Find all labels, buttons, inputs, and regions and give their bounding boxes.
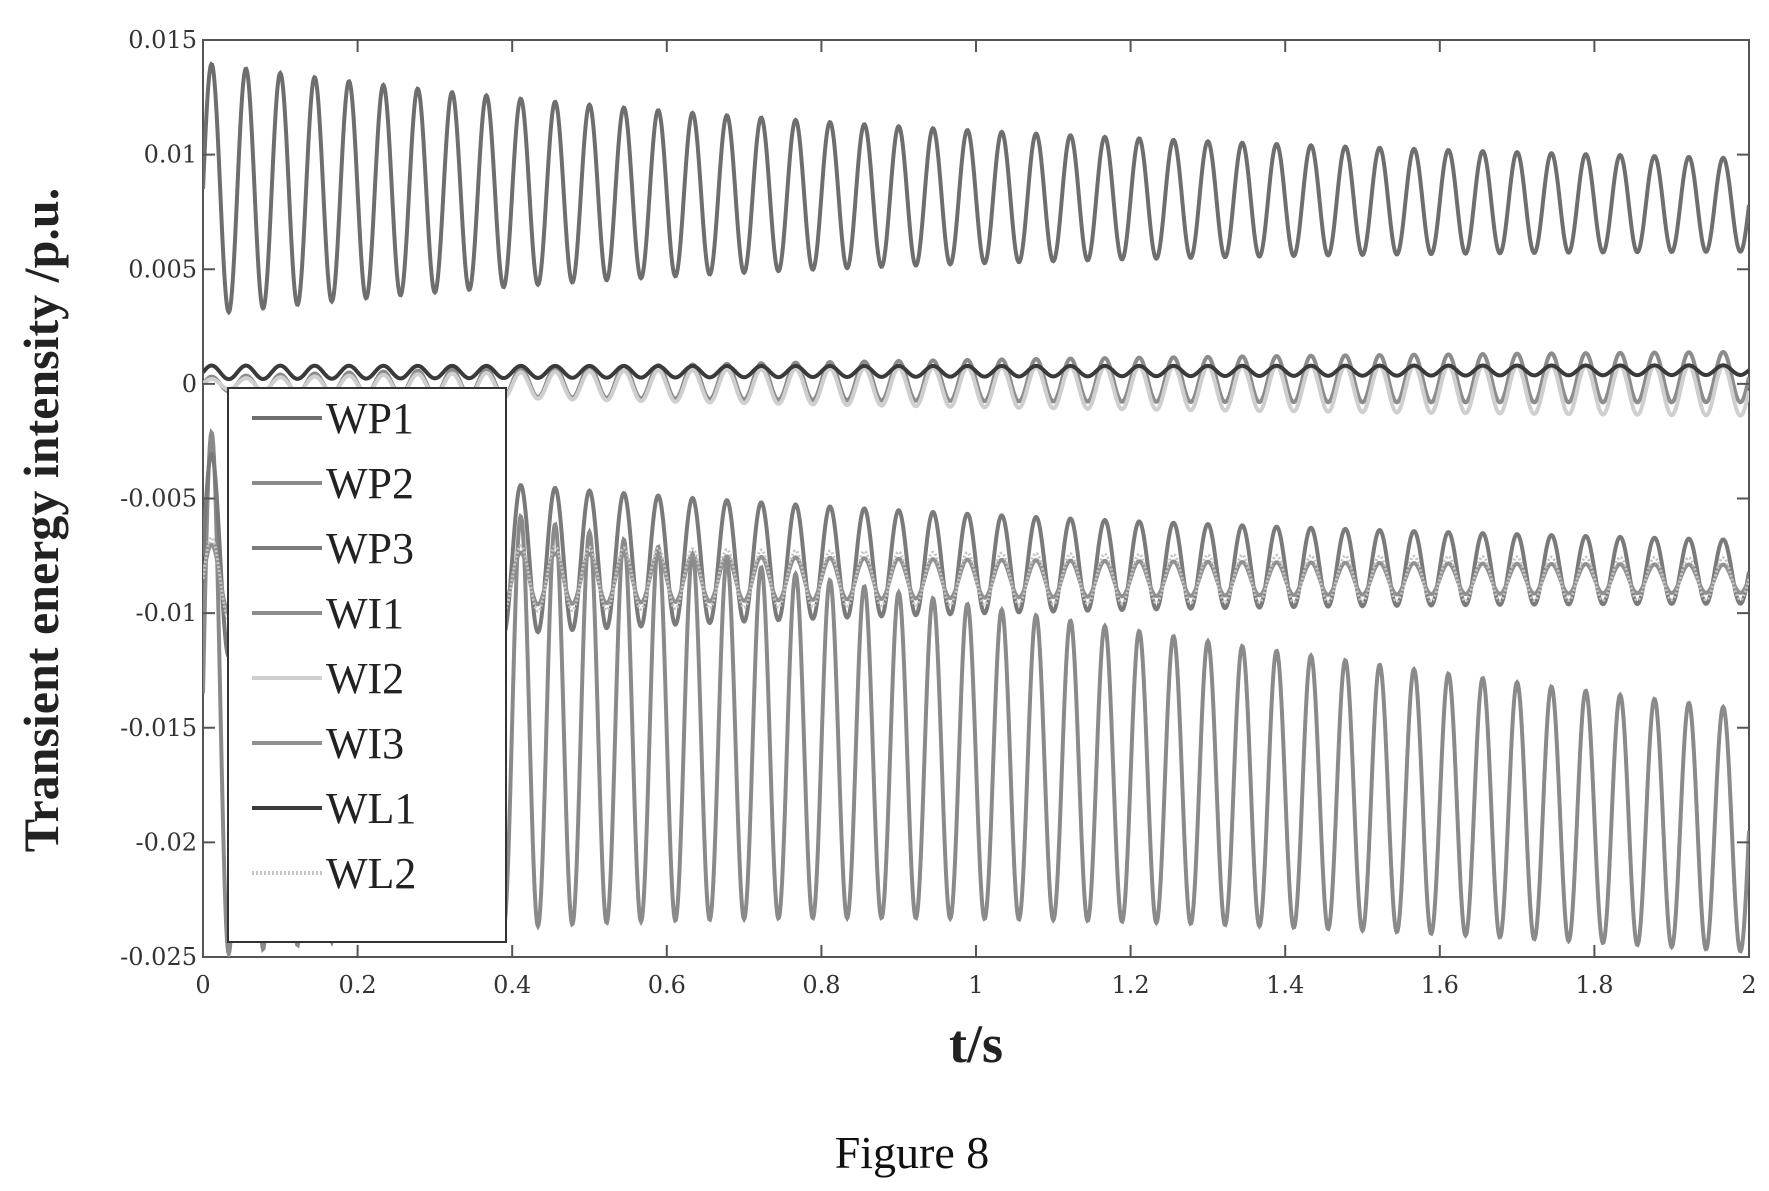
- legend-label: WP1: [326, 394, 414, 443]
- y-tick-label: -0.02: [135, 828, 197, 856]
- legend-label: WP2: [326, 459, 414, 508]
- legend-label: WL2: [326, 849, 416, 898]
- legend-label: WL1: [326, 784, 416, 833]
- y-tick-label: -0.005: [120, 485, 197, 513]
- y-tick-label: 0.015: [128, 26, 197, 54]
- x-tick-label: 1.8: [1575, 971, 1613, 999]
- x-axis: 0 0.2 0.4 0.6 0.8 1 1.2 1.4 1.6 1.8 2: [195, 40, 1757, 999]
- series-line-wi2: [203, 363, 1749, 418]
- x-tick-label: 0.4: [493, 971, 531, 999]
- legend-label: WI2: [326, 654, 404, 703]
- x-axis-title: t/s: [949, 1014, 1003, 1074]
- legend-label: WP3: [326, 524, 414, 573]
- x-tick-label: 1.6: [1421, 971, 1459, 999]
- figure-caption: Figure 8: [835, 1127, 990, 1178]
- series-line-wl2: [203, 536, 1749, 621]
- legend-label: WI3: [326, 719, 404, 768]
- series-line-wp1: [203, 61, 1749, 316]
- x-tick-label: 0.2: [339, 971, 377, 999]
- y-tick-label: 0.01: [144, 141, 197, 169]
- x-tick-label: 2: [1741, 971, 1756, 999]
- y-axis: 0.015 0.01 0.005 0 -0.005 -0.01 -0.015 -0.02 -0.…: [120, 26, 1749, 971]
- x-tick-label: 1.2: [1112, 971, 1150, 999]
- x-tick-label: 1.4: [1266, 971, 1304, 999]
- y-axis-title: Transient energy intensity /p.u.: [13, 188, 69, 852]
- y-tick-label: -0.015: [120, 714, 197, 742]
- series-line-wl1: [203, 363, 1749, 382]
- legend: WP1 WP2 WP3 WI1 WI2 WI3 WL1 WL2: [227, 387, 507, 943]
- legend-label: WI1: [326, 589, 404, 638]
- y-tick-label: -0.01: [135, 599, 197, 627]
- y-tick-label: 0.005: [128, 255, 197, 283]
- y-tick-label: 0: [182, 370, 197, 398]
- legend-box: [227, 387, 507, 943]
- x-tick-label: 0.6: [648, 971, 686, 999]
- x-tick-label: 0.8: [802, 971, 840, 999]
- y-tick-label: -0.025: [120, 943, 197, 971]
- x-tick-label: 0: [195, 971, 210, 999]
- x-tick-label: 1: [968, 971, 983, 999]
